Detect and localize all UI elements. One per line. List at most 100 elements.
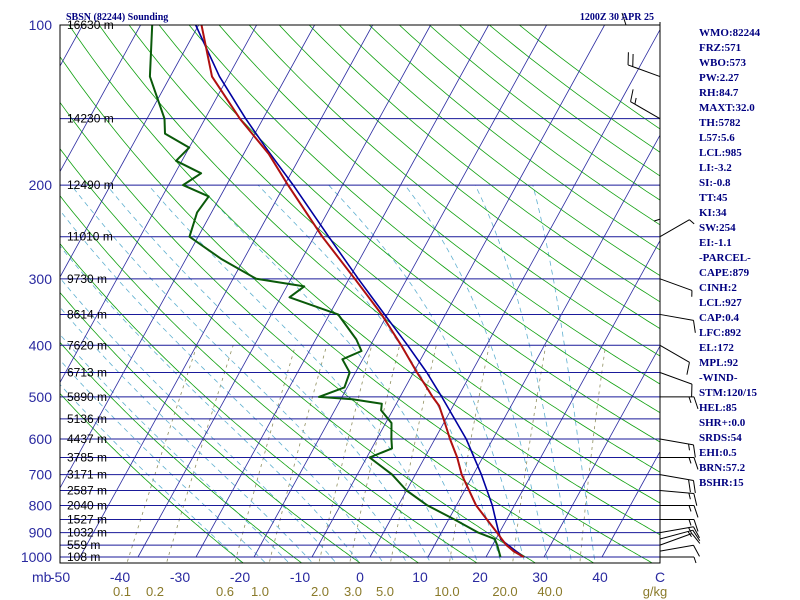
pressure-tick-label: 700 — [29, 467, 53, 483]
height-label: 5136 m — [67, 412, 107, 426]
dry-adiabat-line — [60, 341, 303, 563]
mixing-ratio-lines — [126, 345, 606, 563]
wind-barb-half-feather — [688, 519, 692, 526]
moist-adiabat-line — [60, 359, 267, 563]
sounding-traces — [148, 25, 525, 558]
wind-barb-half-feather — [688, 443, 690, 451]
mixing-ratio-label: 40.0 — [537, 584, 562, 599]
pressure-tick-label: 100 — [29, 17, 53, 33]
height-label: 6713 m — [67, 366, 107, 380]
moist-adiabat-line — [474, 184, 573, 563]
dry-adiabat-line — [60, 291, 361, 563]
wind-barb-feather — [693, 519, 699, 532]
wind-barb-feather — [688, 479, 691, 493]
wind-barb-half-feather — [687, 531, 692, 538]
dry-adiabat-line — [60, 101, 595, 563]
index-entry: HEL:85 — [699, 402, 737, 414]
mixing-ratio-line — [166, 345, 234, 563]
wind-barb-feather — [621, 12, 627, 26]
temperature-tick-label: 10 — [412, 569, 428, 585]
index-entry: LFC:892 — [699, 327, 742, 339]
isotherm-line — [60, 25, 315, 489]
dry-adiabat-line — [60, 148, 537, 563]
height-label: 9730 m — [67, 272, 107, 286]
pressure-tick-label: 200 — [29, 177, 53, 193]
height-label: 2587 m — [67, 484, 107, 498]
wind-barb-half-feather — [653, 218, 661, 222]
wind-barb-feather — [692, 320, 696, 333]
height-label: 1527 m — [67, 512, 107, 526]
mixing-ratio-label: 5.0 — [376, 584, 394, 599]
mixing-ratio-label: 1.0 — [251, 584, 269, 599]
wind-barb-feather — [693, 396, 699, 410]
isotherm-line — [60, 25, 257, 384]
dry-adiabat-line — [98, 25, 660, 504]
moist-adiabat-line — [70, 184, 408, 563]
wind-barb-feather — [692, 529, 701, 542]
isotherm-line — [427, 134, 660, 558]
index-entry: SI:-0.8 — [699, 177, 731, 189]
temperature-tick-label: 20 — [472, 569, 488, 585]
moist-adiabat-line — [106, 184, 432, 563]
moist-adiabat-line — [60, 333, 290, 563]
mixing-ratio-line — [579, 345, 606, 563]
temperature-tick-label: 30 — [532, 569, 548, 585]
index-entry: WBO:573 — [699, 57, 747, 69]
index-entry: CAPE:879 — [699, 267, 750, 279]
index-entry: LCL:927 — [699, 297, 742, 309]
mixing-ratio-label: 10.0 — [434, 584, 459, 599]
isotherm-line — [137, 25, 431, 558]
temperature-tick-label: C — [655, 569, 665, 585]
wind-barb-staff — [659, 490, 694, 494]
moist-adiabat-line — [532, 184, 596, 563]
mixing-ratio-label: 3.0 — [344, 584, 362, 599]
index-entry: STM:120/15 — [699, 387, 758, 399]
index-entry: SW:254 — [699, 222, 736, 234]
moist-adiabat-line — [197, 184, 479, 563]
temperature-tick-label: 0 — [356, 569, 364, 585]
index-entry: BRN:57.2 — [699, 462, 746, 474]
mixing-ratio-line — [126, 345, 198, 563]
wind-barb-feather — [691, 533, 701, 544]
dry-adiabat-line — [188, 25, 660, 414]
index-entry: -PARCEL- — [699, 252, 751, 264]
wind-barb-staff — [659, 474, 694, 481]
wind-barb-staff — [659, 372, 693, 385]
height-label: 559 m — [67, 538, 100, 552]
pressure-tick-label: 800 — [29, 497, 53, 513]
index-entry: TH:5782 — [699, 117, 741, 129]
isotherm-line — [485, 239, 660, 558]
height-label: 8614 m — [67, 307, 107, 321]
dry-adiabat-line — [60, 195, 478, 563]
pressure-tick-label: 600 — [29, 431, 53, 447]
dry-adiabats — [60, 25, 660, 563]
index-entry: CINH:2 — [699, 282, 737, 294]
isotherm-line — [369, 28, 660, 558]
moist-adiabat-line — [60, 245, 361, 563]
mixing-ratio-label: 0.2 — [146, 584, 164, 599]
height-label: 11010 m — [67, 230, 113, 244]
index-entry: PW:2.27 — [699, 72, 740, 84]
mixing-ratio-line — [448, 345, 490, 563]
wind-barb-staff — [659, 529, 693, 540]
dry-adiabat-line — [308, 25, 660, 303]
index-entry: TT:45 — [699, 192, 728, 204]
pressure-tick-label: 300 — [29, 271, 53, 287]
isotherm-line — [311, 25, 605, 558]
height-label: 108 m — [67, 550, 100, 564]
index-entry: MPL:92 — [699, 357, 739, 369]
temperature-tick-label: -50 — [50, 569, 70, 585]
index-entry: EI:-1.1 — [699, 237, 732, 249]
mixing-ratio-line — [512, 345, 547, 563]
dry-adiabat-line — [368, 25, 660, 251]
moist-adiabat-line — [60, 306, 314, 563]
height-label: 1032 m — [67, 526, 107, 540]
dry-adiabat-line — [338, 25, 660, 277]
isobars — [60, 25, 660, 558]
wind-barb-feather — [693, 457, 699, 470]
index-entry: LCL:985 — [699, 147, 742, 159]
isotherms — [60, 25, 660, 558]
index-entry: EL:172 — [699, 342, 734, 354]
valid-time: 1200Z 30 APR 25 — [580, 12, 654, 23]
